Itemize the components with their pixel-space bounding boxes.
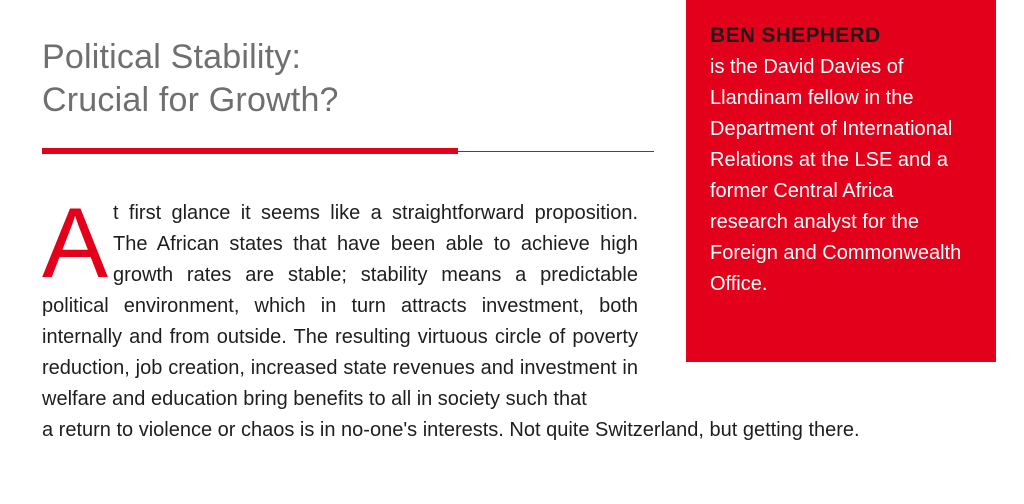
article-title: Political Stability: Crucial for Growth?: [42, 36, 339, 121]
article-page: Political Stability: Crucial for Growth?…: [0, 0, 1024, 504]
dropcap: A: [42, 198, 113, 281]
title-rule-thin: [458, 151, 654, 152]
body-narrow-column: At first glance it seems like a straight…: [42, 198, 638, 415]
title-rule-thick: [42, 148, 458, 154]
author-name: BEN SHEPHERD: [710, 24, 974, 48]
title-line-2: Crucial for Growth?: [42, 81, 339, 119]
body-wide-column: a return to violence or chaos is in no-o…: [42, 415, 982, 446]
article-body: At first glance it seems like a straight…: [42, 198, 982, 446]
title-line-1: Political Stability:: [42, 38, 301, 76]
body-text-narrow: t first glance it seems like a straightf…: [42, 202, 638, 410]
